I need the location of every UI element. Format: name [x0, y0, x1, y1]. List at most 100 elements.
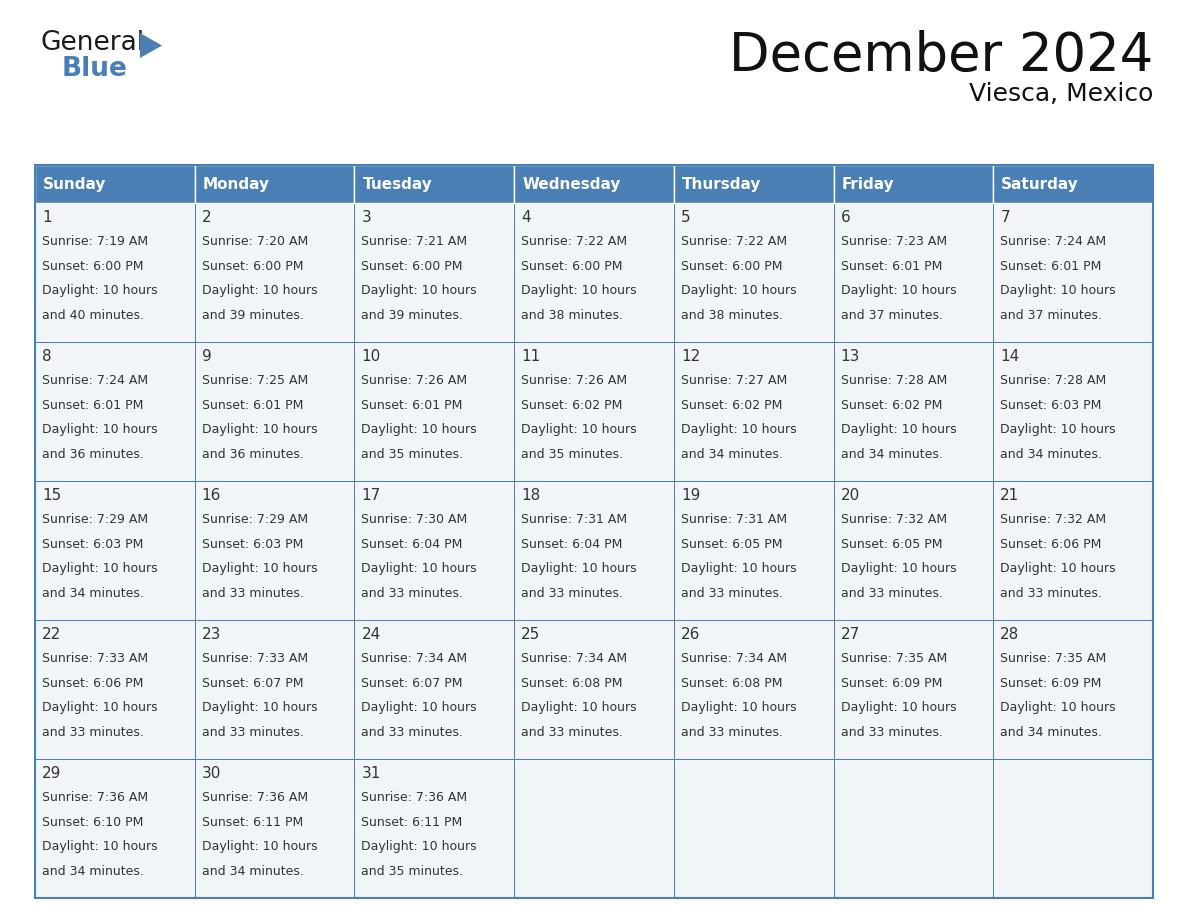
- Text: 20: 20: [841, 488, 860, 503]
- Text: Sunrise: 7:31 AM: Sunrise: 7:31 AM: [522, 513, 627, 526]
- Text: Sunset: 6:05 PM: Sunset: 6:05 PM: [841, 538, 942, 551]
- Text: and 34 minutes.: and 34 minutes.: [1000, 726, 1102, 739]
- Text: Daylight: 10 hours: Daylight: 10 hours: [42, 841, 158, 854]
- Text: Daylight: 10 hours: Daylight: 10 hours: [681, 423, 796, 436]
- Bar: [993, 759, 1154, 898]
- Text: Daylight: 10 hours: Daylight: 10 hours: [841, 423, 956, 436]
- Bar: [34, 342, 195, 481]
- Text: and 33 minutes.: and 33 minutes.: [202, 588, 304, 600]
- Bar: [195, 342, 354, 481]
- Text: Sunset: 6:11 PM: Sunset: 6:11 PM: [361, 815, 462, 829]
- Bar: [834, 759, 993, 898]
- Text: Daylight: 10 hours: Daylight: 10 hours: [202, 563, 317, 576]
- Text: and 33 minutes.: and 33 minutes.: [841, 588, 942, 600]
- Bar: [34, 620, 195, 759]
- Bar: [993, 342, 1154, 481]
- Bar: [354, 620, 514, 759]
- Text: Sunset: 6:01 PM: Sunset: 6:01 PM: [1000, 260, 1101, 273]
- Text: 4: 4: [522, 210, 531, 225]
- Text: Sunrise: 7:35 AM: Sunrise: 7:35 AM: [1000, 652, 1106, 665]
- Bar: [514, 481, 674, 620]
- Bar: [34, 165, 1154, 898]
- Text: and 33 minutes.: and 33 minutes.: [42, 726, 144, 739]
- Bar: [834, 481, 993, 620]
- Text: Sunset: 6:09 PM: Sunset: 6:09 PM: [1000, 677, 1101, 689]
- Text: Sunset: 6:00 PM: Sunset: 6:00 PM: [522, 260, 623, 273]
- Text: 11: 11: [522, 349, 541, 364]
- Text: December 2024: December 2024: [728, 30, 1154, 82]
- Text: 27: 27: [841, 627, 860, 642]
- Text: and 39 minutes.: and 39 minutes.: [361, 309, 463, 322]
- Text: and 33 minutes.: and 33 minutes.: [841, 726, 942, 739]
- Bar: [514, 759, 674, 898]
- Text: and 39 minutes.: and 39 minutes.: [202, 309, 304, 322]
- Text: and 37 minutes.: and 37 minutes.: [1000, 309, 1102, 322]
- Text: 21: 21: [1000, 488, 1019, 503]
- Bar: [34, 203, 195, 342]
- Text: General: General: [40, 30, 144, 56]
- Bar: [195, 203, 354, 342]
- Text: Wednesday: Wednesday: [523, 176, 620, 192]
- Text: and 37 minutes.: and 37 minutes.: [841, 309, 942, 322]
- Text: and 38 minutes.: and 38 minutes.: [681, 309, 783, 322]
- Text: Sunrise: 7:26 AM: Sunrise: 7:26 AM: [361, 374, 468, 386]
- Text: Sunrise: 7:24 AM: Sunrise: 7:24 AM: [1000, 235, 1106, 248]
- Bar: [354, 203, 514, 342]
- Text: Sunset: 6:00 PM: Sunset: 6:00 PM: [681, 260, 783, 273]
- Text: Daylight: 10 hours: Daylight: 10 hours: [202, 285, 317, 297]
- Text: Daylight: 10 hours: Daylight: 10 hours: [522, 701, 637, 714]
- Text: and 33 minutes.: and 33 minutes.: [1000, 588, 1102, 600]
- Text: Daylight: 10 hours: Daylight: 10 hours: [681, 285, 796, 297]
- Text: Sunrise: 7:34 AM: Sunrise: 7:34 AM: [361, 652, 468, 665]
- Bar: [514, 203, 674, 342]
- Text: Daylight: 10 hours: Daylight: 10 hours: [361, 563, 478, 576]
- Text: 5: 5: [681, 210, 690, 225]
- Text: 9: 9: [202, 349, 211, 364]
- Text: and 36 minutes.: and 36 minutes.: [202, 448, 304, 461]
- Text: Daylight: 10 hours: Daylight: 10 hours: [361, 841, 478, 854]
- Text: Sunset: 6:04 PM: Sunset: 6:04 PM: [361, 538, 463, 551]
- Text: Sunset: 6:11 PM: Sunset: 6:11 PM: [202, 815, 303, 829]
- Text: Daylight: 10 hours: Daylight: 10 hours: [202, 701, 317, 714]
- Bar: [674, 203, 834, 342]
- Text: 28: 28: [1000, 627, 1019, 642]
- Text: Sunrise: 7:29 AM: Sunrise: 7:29 AM: [202, 513, 308, 526]
- Text: 3: 3: [361, 210, 371, 225]
- Bar: [34, 759, 195, 898]
- Bar: [674, 759, 834, 898]
- Text: and 34 minutes.: and 34 minutes.: [42, 866, 144, 879]
- Text: Sunrise: 7:31 AM: Sunrise: 7:31 AM: [681, 513, 786, 526]
- Bar: [834, 620, 993, 759]
- Text: and 34 minutes.: and 34 minutes.: [841, 448, 942, 461]
- Text: Viesca, Mexico: Viesca, Mexico: [968, 82, 1154, 106]
- Text: Daylight: 10 hours: Daylight: 10 hours: [841, 701, 956, 714]
- Polygon shape: [140, 33, 162, 58]
- Bar: [993, 203, 1154, 342]
- Text: and 33 minutes.: and 33 minutes.: [202, 726, 304, 739]
- Bar: [514, 620, 674, 759]
- Text: Thursday: Thursday: [682, 176, 762, 192]
- Bar: [195, 165, 354, 203]
- Text: and 33 minutes.: and 33 minutes.: [681, 726, 783, 739]
- Bar: [674, 342, 834, 481]
- Text: and 33 minutes.: and 33 minutes.: [522, 726, 623, 739]
- Bar: [834, 165, 993, 203]
- Text: Sunrise: 7:35 AM: Sunrise: 7:35 AM: [841, 652, 947, 665]
- Bar: [674, 481, 834, 620]
- Text: Daylight: 10 hours: Daylight: 10 hours: [522, 423, 637, 436]
- Text: 1: 1: [42, 210, 51, 225]
- Text: Sunset: 6:07 PM: Sunset: 6:07 PM: [361, 677, 463, 689]
- Text: Daylight: 10 hours: Daylight: 10 hours: [522, 563, 637, 576]
- Text: Sunrise: 7:27 AM: Sunrise: 7:27 AM: [681, 374, 788, 386]
- Text: Sunrise: 7:24 AM: Sunrise: 7:24 AM: [42, 374, 148, 386]
- Bar: [354, 342, 514, 481]
- Text: 2: 2: [202, 210, 211, 225]
- Text: and 33 minutes.: and 33 minutes.: [361, 588, 463, 600]
- Text: and 34 minutes.: and 34 minutes.: [681, 448, 783, 461]
- Text: Sunset: 6:02 PM: Sunset: 6:02 PM: [841, 398, 942, 411]
- Bar: [195, 759, 354, 898]
- Text: and 33 minutes.: and 33 minutes.: [361, 726, 463, 739]
- Text: Daylight: 10 hours: Daylight: 10 hours: [681, 701, 796, 714]
- Text: 7: 7: [1000, 210, 1010, 225]
- Text: 13: 13: [841, 349, 860, 364]
